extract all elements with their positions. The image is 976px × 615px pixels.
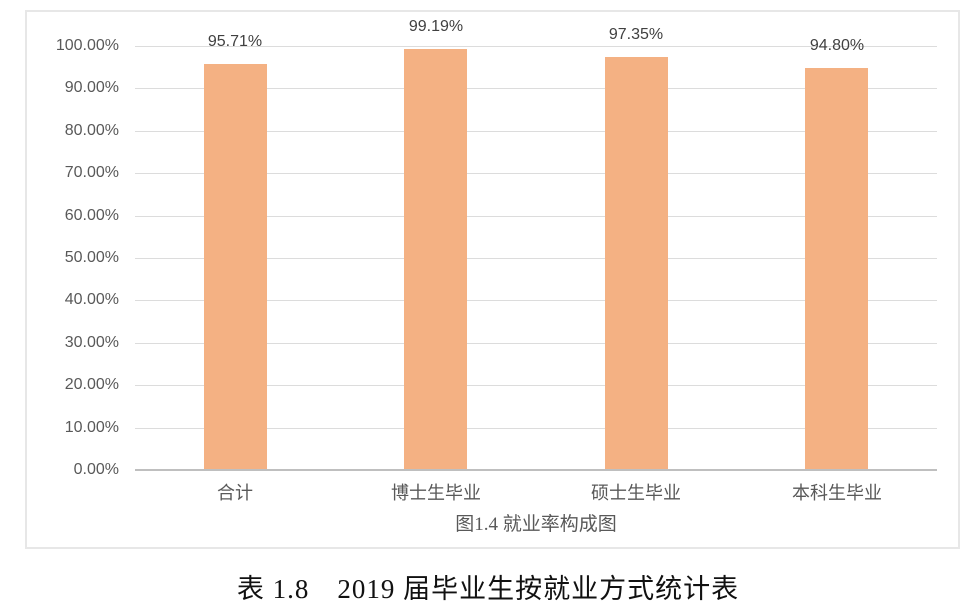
employment-rate-bar-chart: 图1.4 就业率构成图 0.00% 10.00% 20.00% 30.00% 40.00… [25, 10, 960, 549]
gridline [135, 258, 937, 259]
bar-value-label: 97.35% [608, 26, 664, 43]
gridline [135, 385, 937, 386]
chart-bar [204, 64, 267, 470]
gridline [135, 131, 937, 132]
y-axis-tick-label: 50.00% [64, 249, 119, 266]
gridline [135, 428, 937, 429]
gridline [135, 343, 937, 344]
x-axis-category-label: 本科生毕业 [792, 483, 882, 503]
y-axis-tick-label: 90.00% [64, 79, 119, 96]
y-axis-tick-label: 10.00% [64, 419, 119, 436]
x-axis-category-label: 合计 [217, 483, 253, 503]
x-axis-category-label: 硕士生毕业 [591, 483, 681, 503]
chart-bar [605, 57, 668, 470]
gridline [135, 173, 937, 174]
y-axis-tick-label: 40.00% [64, 291, 119, 308]
chart-bar [805, 68, 868, 470]
x-axis-line [135, 469, 937, 471]
chart-caption: 图1.4 就业率构成图 [455, 514, 617, 535]
bar-value-label: 95.71% [207, 33, 263, 50]
chart-bar [404, 49, 467, 470]
y-axis-tick-label: 20.00% [64, 376, 119, 393]
gridline [135, 300, 937, 301]
gridline [135, 46, 937, 47]
y-axis-tick-label: 0.00% [73, 461, 119, 478]
x-axis-category-label: 博士生毕业 [391, 483, 481, 503]
gridline [135, 216, 937, 217]
table-title: 表 1.8 2019 届毕业生按就业方式统计表 [236, 574, 740, 604]
y-axis-tick-label: 100.00% [55, 37, 119, 54]
y-axis-tick-label: 80.00% [64, 122, 119, 139]
gridline [135, 88, 937, 89]
y-axis-tick-label: 60.00% [64, 207, 119, 224]
bar-value-label: 99.19% [408, 18, 464, 35]
y-axis-tick-label: 70.00% [64, 164, 119, 181]
bar-value-label: 94.80% [809, 37, 865, 54]
y-axis-tick-label: 30.00% [64, 334, 119, 351]
